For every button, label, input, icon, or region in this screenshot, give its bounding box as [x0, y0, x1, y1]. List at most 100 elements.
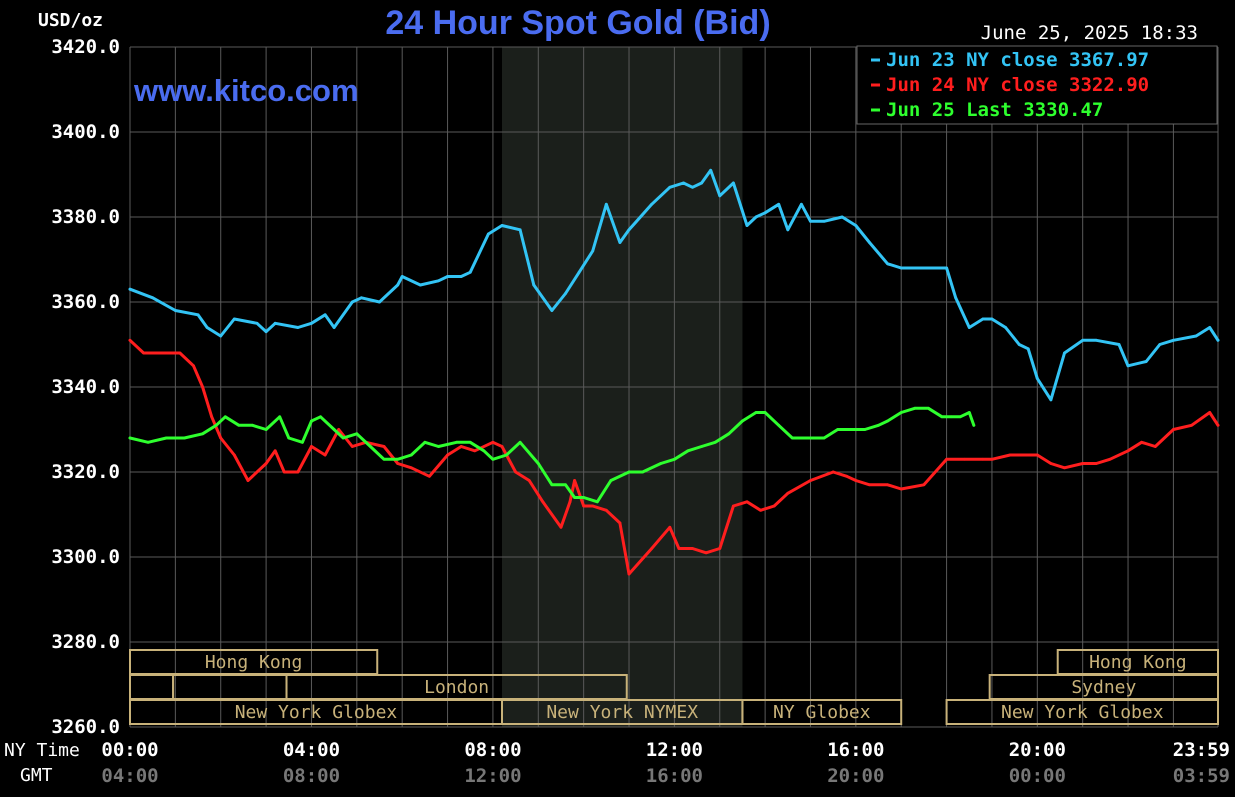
data-point [196, 313, 200, 317]
data-point [709, 168, 713, 172]
session-label: New York Globex [235, 702, 398, 723]
data-point [296, 470, 300, 474]
y-axis: 3260.0 3280.0 3300.0 3320.0 3340.0 3360.0 3380… [51, 36, 120, 738]
y-tick-label: 3400.0 [51, 121, 120, 143]
legend-entry: Jun 24 NY close 3322.90 [886, 74, 1149, 96]
data-point [668, 185, 672, 189]
data-point [541, 500, 545, 504]
trading-sessions: Hong Kong Hong Kong London Sydney New York G… [129, 649, 1220, 725]
data-point [178, 351, 182, 355]
data-point [310, 445, 313, 448]
data-point [287, 436, 291, 440]
data-point [609, 479, 613, 482]
session-label: London [424, 677, 489, 698]
data-point [332, 428, 336, 431]
ny-time-label: NY Time [4, 740, 80, 761]
data-point [337, 428, 341, 431]
data-point [763, 211, 767, 215]
data-point [341, 436, 345, 440]
data-point [396, 283, 400, 287]
data-point [128, 338, 132, 342]
data-point [677, 547, 681, 550]
session-label: NY Globex [773, 702, 871, 723]
x-tick-label-gmt: 16:00 [646, 765, 703, 787]
data-point [468, 270, 472, 274]
data-point [128, 287, 132, 291]
x-tick-label-gmt: 08:00 [283, 765, 340, 787]
chart-title: 24 Hour Spot Gold (Bid) [385, 4, 770, 42]
data-point [1081, 462, 1085, 465]
data-point [1126, 449, 1130, 453]
data-point [1190, 423, 1193, 427]
data-point [459, 275, 463, 278]
data-point [350, 300, 354, 304]
x-tick-label-ny: 20:00 [1009, 739, 1066, 761]
data-point [310, 321, 313, 325]
data-point [1108, 457, 1112, 461]
data-point [745, 500, 749, 504]
data-point [214, 423, 218, 427]
data-point [763, 411, 767, 414]
data-point [836, 428, 840, 431]
data-point [954, 296, 958, 300]
x-tick-label-ny: 16:00 [827, 739, 884, 761]
data-point [382, 457, 386, 461]
data-point [505, 453, 508, 457]
data-point [146, 440, 150, 444]
data-point [899, 266, 903, 270]
data-point [446, 453, 449, 457]
data-point [1063, 466, 1066, 470]
data-point [491, 457, 495, 461]
data-point [355, 432, 359, 436]
data-point [927, 406, 930, 410]
data-point [1094, 462, 1098, 465]
x-tick-label-gmt: 12:00 [464, 765, 521, 787]
data-point [958, 415, 962, 419]
data-point [822, 436, 826, 440]
data-point [323, 313, 327, 317]
data-point [990, 457, 994, 461]
data-point [296, 326, 300, 329]
data-point [273, 321, 277, 325]
data-point [945, 266, 948, 270]
x-tick-label-ny: 04:00 [283, 739, 340, 761]
y-tick-label: 3340.0 [51, 376, 120, 398]
data-point [650, 202, 654, 206]
data-point [641, 470, 645, 474]
data-point [1017, 343, 1021, 346]
data-point [423, 440, 427, 444]
legend: Jun 23 NY close 3367.97 Jun 24 NY close 3… [856, 45, 1218, 125]
data-point [409, 453, 413, 457]
y-tick-label: 3420.0 [51, 36, 120, 58]
data-point [691, 547, 694, 550]
data-point [809, 479, 812, 482]
data-point [759, 508, 762, 512]
data-point [459, 445, 463, 448]
data-point [455, 440, 459, 444]
data-point [668, 525, 672, 529]
data-point [396, 457, 400, 461]
data-point [731, 504, 735, 508]
data-point [369, 445, 372, 448]
data-point [627, 228, 631, 232]
data-point [849, 428, 853, 431]
data-point [210, 415, 214, 419]
y-tick-label: 3260.0 [51, 716, 120, 738]
data-point [618, 521, 622, 525]
data-point [1140, 440, 1144, 444]
data-point [251, 423, 254, 427]
data-point [486, 232, 490, 236]
data-point [686, 449, 690, 453]
data-point [868, 241, 871, 244]
data-point [400, 275, 404, 278]
data-point [1063, 351, 1066, 355]
data-point [704, 551, 708, 555]
data-point [627, 572, 631, 576]
data-point [863, 428, 867, 431]
x-tick-label-gmt: 00:00 [1009, 765, 1066, 787]
data-point [1144, 360, 1148, 363]
data-point [473, 449, 477, 453]
data-point [886, 483, 890, 487]
data-point [1117, 343, 1121, 346]
data-point [350, 445, 354, 448]
